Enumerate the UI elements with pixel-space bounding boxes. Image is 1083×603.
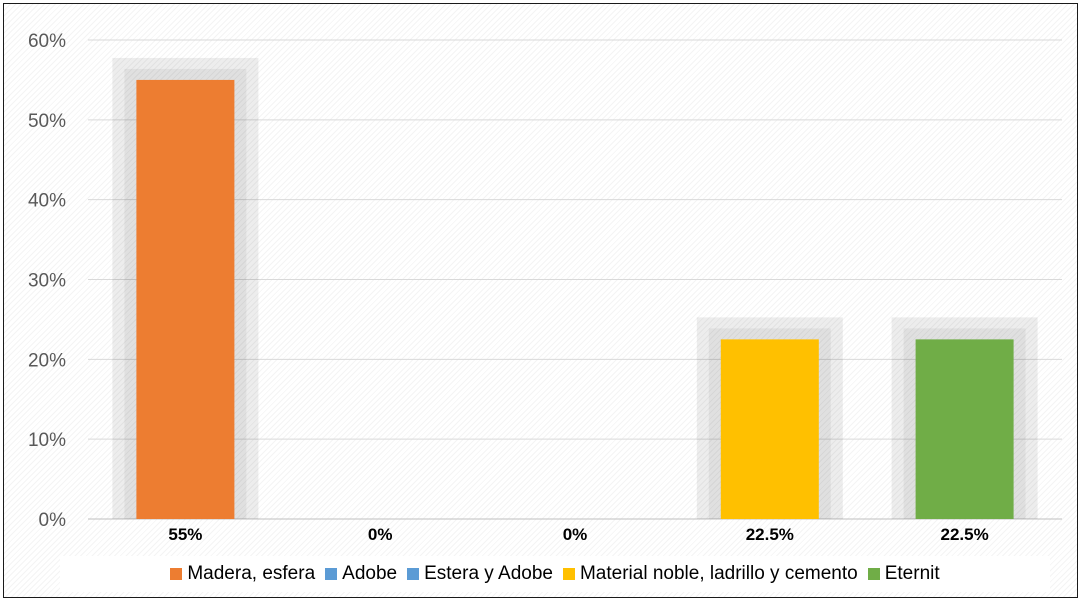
y-tick-label: 30% bbox=[28, 271, 66, 292]
data-label: 0% bbox=[563, 525, 588, 544]
legend-swatch bbox=[170, 568, 183, 580]
legend-label: Material noble, ladrillo y cemento bbox=[579, 563, 858, 584]
y-tick-label: 20% bbox=[28, 350, 66, 371]
legend-label: Madera, esfera bbox=[187, 563, 316, 584]
legend-item: Estera y Adobe bbox=[407, 563, 553, 585]
legend-swatch bbox=[867, 568, 880, 580]
legend-label: Estera y Adobe bbox=[424, 563, 553, 584]
legend-label: Adobe bbox=[342, 563, 398, 584]
legend-item: Material noble, ladrillo y cemento bbox=[562, 563, 858, 585]
legend-item: Madera, esfera bbox=[170, 563, 315, 585]
legend-swatch bbox=[325, 568, 338, 580]
data-label: 22.5% bbox=[746, 525, 794, 544]
y-axis-ticks: 0% 10% 20% 30% 40% 50% 60% bbox=[28, 31, 66, 531]
y-tick-label: 40% bbox=[28, 191, 66, 212]
legend-swatch bbox=[562, 568, 575, 580]
legend-swatch bbox=[407, 568, 420, 580]
data-label: 0% bbox=[368, 525, 393, 544]
y-tick-label: 60% bbox=[28, 31, 66, 52]
data-label: 55% bbox=[168, 525, 202, 544]
bars bbox=[112, 57, 1038, 520]
y-tick-label: 10% bbox=[28, 430, 66, 451]
legend-label: Eternit bbox=[884, 563, 940, 584]
bar bbox=[136, 79, 235, 520]
legend-item: Adobe bbox=[325, 563, 397, 585]
legend: Madera, esfera Adobe Estera y Adobe Materia… bbox=[60, 556, 1050, 592]
gridlines bbox=[88, 39, 1062, 520]
bar bbox=[915, 339, 1014, 519]
data-labels: 55% 0% 0% 22.5% 22.5% bbox=[168, 525, 988, 544]
legend-item: Eternit bbox=[867, 563, 940, 585]
y-tick-label: 0% bbox=[39, 510, 67, 531]
data-label: 22.5% bbox=[940, 525, 988, 544]
bar bbox=[720, 339, 819, 519]
y-tick-label: 50% bbox=[28, 111, 66, 132]
